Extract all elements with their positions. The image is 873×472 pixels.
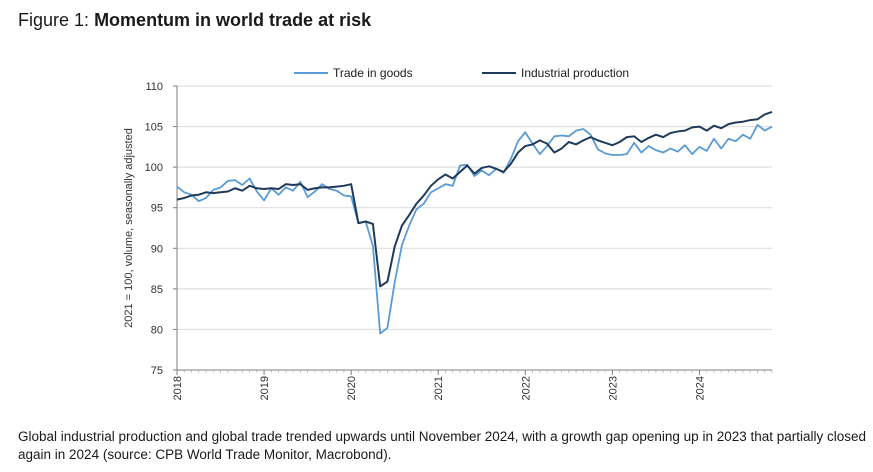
- x-tick-label: 2023: [607, 376, 619, 400]
- figure-title: Figure 1: Momentum in world trade at ris…: [18, 10, 371, 31]
- figure-label: Figure 1:: [18, 10, 90, 30]
- y-tick-label: 105: [145, 122, 163, 134]
- x-tick-label: 2020: [346, 376, 358, 400]
- y-axis-label: 2021 = 100, volume, seasonally adjusted: [123, 128, 135, 328]
- y-tick-label: 75: [151, 365, 163, 377]
- y-tick-label: 85: [151, 284, 163, 296]
- x-tick-label: 2024: [694, 376, 706, 400]
- y-tick-label: 95: [151, 203, 163, 215]
- x-tick-label: 2022: [520, 376, 532, 400]
- x-tick-label: 2021: [433, 376, 445, 400]
- axes: [173, 85, 773, 375]
- figure-caption: Global industrial production and global …: [18, 429, 867, 462]
- y-tick-labels: 75 80 85 90 95 100 105 110: [145, 81, 163, 377]
- gridlines: [177, 85, 772, 330]
- x-tick-label: 2018: [172, 376, 184, 400]
- figure-heading: Momentum in world trade at risk: [94, 10, 372, 30]
- legend: Trade in goods Industrial production: [294, 66, 629, 80]
- legend-label: Trade in goods: [333, 66, 413, 80]
- x-tick-labels: 2018 2019 2020 2021 2022 2023 2024: [172, 376, 706, 400]
- y-tick-label: 80: [151, 324, 163, 336]
- y-tick-label: 90: [151, 243, 163, 255]
- legend-label: Industrial production: [521, 66, 629, 80]
- y-tick-label: 100: [145, 162, 163, 174]
- series-line-trade-in-goods: [176, 124, 773, 335]
- y-tick-label: 110: [145, 81, 163, 93]
- series-lines: [176, 111, 773, 335]
- series-line-industrial-production: [176, 111, 773, 288]
- x-tick-label: 2019: [259, 376, 271, 400]
